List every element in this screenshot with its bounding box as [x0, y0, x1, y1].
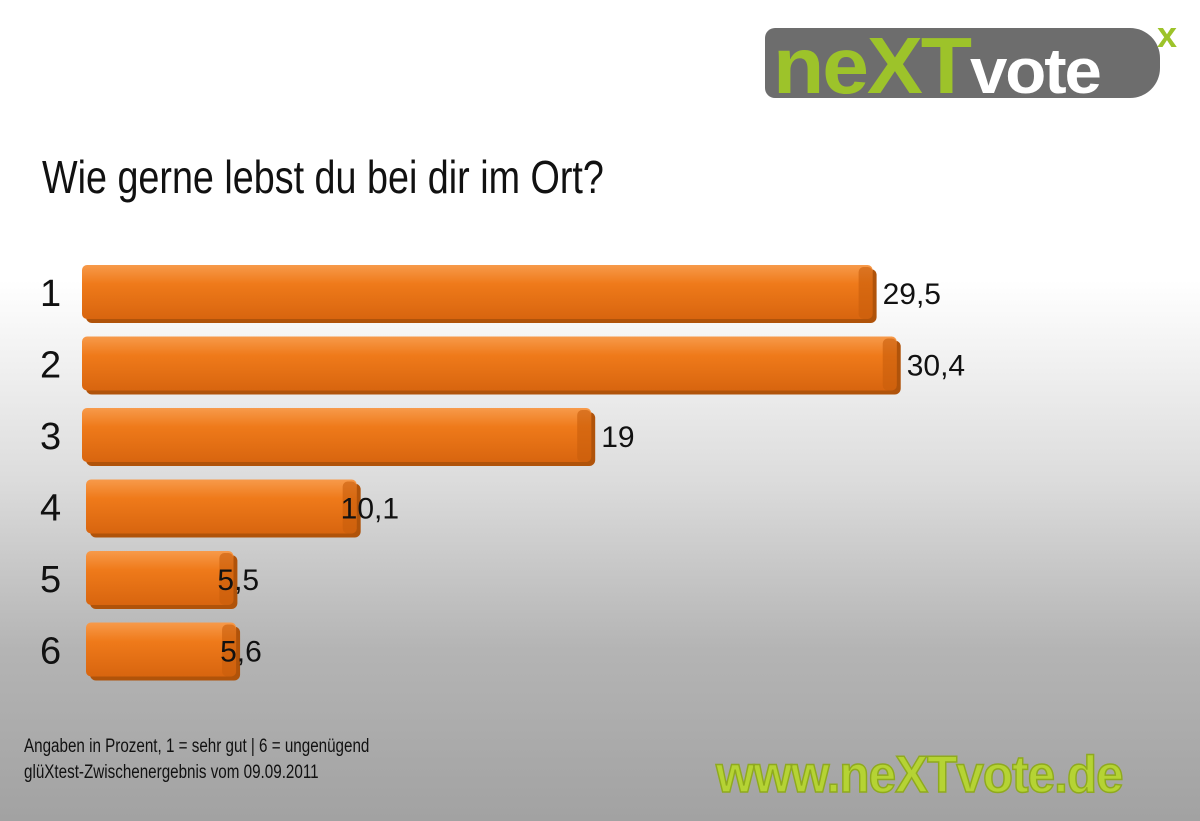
- value-label: 10,1: [341, 493, 399, 526]
- category-label: 5: [40, 559, 61, 601]
- value-label: 19: [601, 421, 634, 454]
- bar-end-cap: [882, 338, 897, 391]
- bar: [86, 551, 234, 605]
- logo-text: neXTvote: [773, 20, 1102, 112]
- bar-end-cap: [342, 481, 357, 534]
- bar: [82, 265, 873, 319]
- website-url[interactable]: www.neXTvote.de: [715, 745, 1124, 805]
- value-label: 29,5: [883, 278, 941, 311]
- category-label: 1: [40, 273, 61, 315]
- value-label: 30,4: [907, 350, 965, 383]
- footnote-scale: Angaben in Prozent, 1 = sehr gut | 6 = u…: [24, 736, 370, 757]
- logo-green-text: neXT: [773, 21, 972, 110]
- footnote-date: glüXtest-Zwischenergebnis vom 09.09.2011: [24, 762, 319, 783]
- chart-title: Wie gerne lebst du bei dir im Ort?: [42, 151, 604, 203]
- bar: [82, 336, 897, 391]
- category-label: 2: [40, 345, 61, 387]
- value-label: 5,5: [217, 564, 259, 597]
- category-label: 4: [40, 488, 61, 530]
- logo-white-text: vote: [969, 35, 1102, 107]
- bar-end-cap: [577, 410, 592, 462]
- nextvote-logo: neXTvote x: [765, 14, 1177, 110]
- bar: [86, 479, 357, 534]
- bar-end-cap: [858, 267, 873, 319]
- bar: [86, 622, 237, 677]
- bar: [82, 408, 592, 462]
- bar-end-cap: [222, 624, 237, 677]
- logo-background: [765, 28, 1160, 98]
- value-label: 5,6: [220, 636, 262, 669]
- category-label: 3: [40, 416, 61, 458]
- logo-superscript: x: [1157, 14, 1178, 55]
- bar-end-cap: [219, 553, 234, 605]
- category-label: 6: [40, 631, 61, 673]
